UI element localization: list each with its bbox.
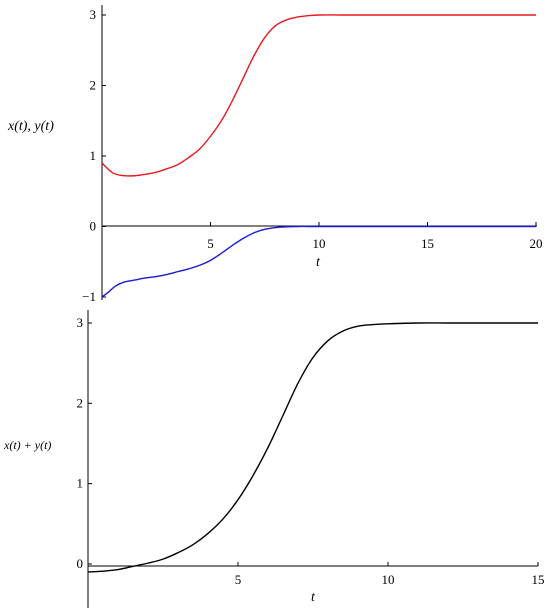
top-chart: −1 0 1 2 3 5 10 15 20 t x(t), y(t) bbox=[7, 5, 543, 304]
top-series-1-line bbox=[101, 225, 536, 298]
bottom-y-axis-label: x(t) + y(t) bbox=[3, 438, 51, 452]
top-series-0-line bbox=[101, 14, 536, 177]
top-y-ticks: −1 0 1 2 3 bbox=[82, 7, 106, 304]
bottom-series-lines bbox=[87, 322, 538, 573]
bottom-y-tick-label: 1 bbox=[77, 476, 84, 491]
bottom-series-0-line bbox=[87, 322, 538, 573]
top-x-tick-label: 5 bbox=[207, 236, 214, 251]
bottom-x-tick-label: 5 bbox=[235, 572, 242, 587]
top-series-lines bbox=[101, 14, 536, 298]
top-y-tick-label: 2 bbox=[90, 78, 97, 93]
top-y-axis-label: x(t), y(t) bbox=[7, 119, 54, 134]
top-x-tick-label: 20 bbox=[530, 236, 543, 251]
top-y-tick-label: 0 bbox=[90, 219, 97, 234]
bottom-x-tick-label: 15 bbox=[532, 572, 545, 587]
top-x-ticks: 5 10 15 20 bbox=[207, 222, 543, 251]
top-y-tick-label: −1 bbox=[82, 289, 96, 304]
bottom-x-axis-label: t bbox=[311, 590, 316, 605]
bottom-y-ticks: 0 1 2 3 bbox=[77, 315, 92, 571]
top-y-tick-label: 1 bbox=[90, 148, 97, 163]
top-x-tick-label: 10 bbox=[313, 236, 326, 251]
bottom-chart: 0 1 2 3 5 10 15 t x(t) + y(t) bbox=[3, 310, 545, 608]
bottom-y-tick-label: 3 bbox=[77, 315, 84, 330]
top-y-tick-label: 3 bbox=[90, 7, 97, 22]
bottom-x-tick-label: 10 bbox=[382, 572, 395, 587]
top-x-axis-label: t bbox=[316, 255, 321, 270]
bottom-x-ticks: 5 10 15 bbox=[235, 562, 545, 587]
bottom-y-tick-label: 2 bbox=[77, 395, 84, 410]
top-x-tick-label: 15 bbox=[421, 236, 434, 251]
bottom-y-tick-label: 0 bbox=[77, 556, 84, 571]
